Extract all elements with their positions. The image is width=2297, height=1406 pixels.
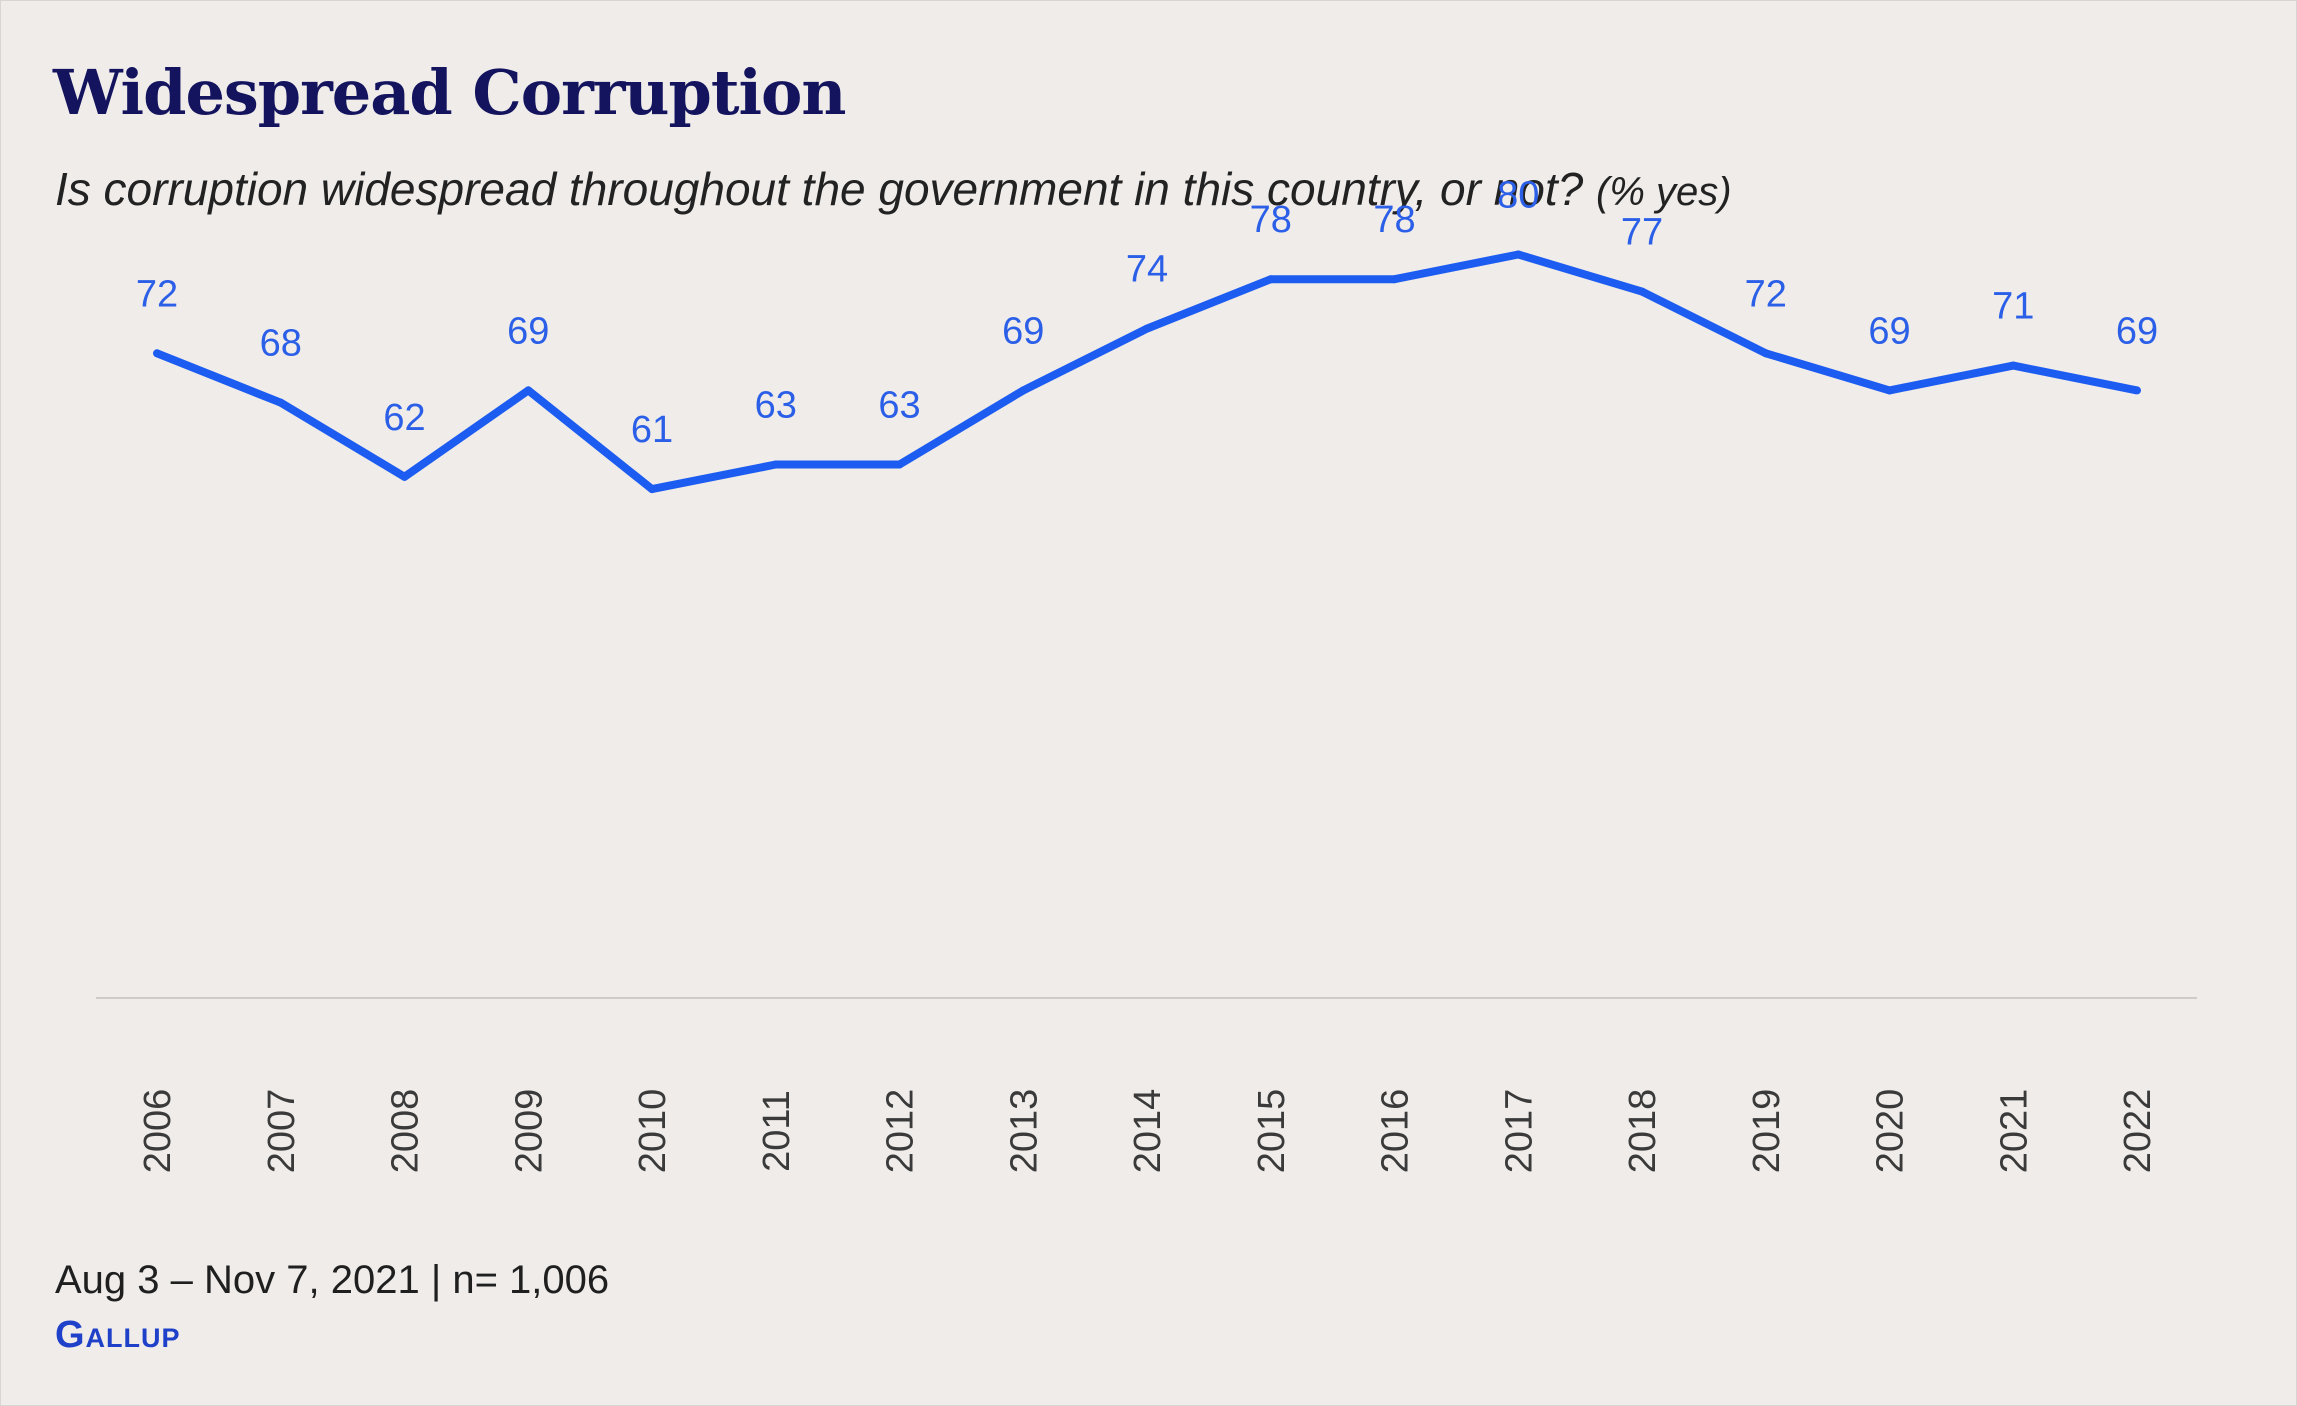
data-point-2010: [648, 485, 656, 494]
data-point-2007: [276, 398, 285, 407]
data-label-2007: 68: [260, 323, 302, 365]
data-point-2019: [1761, 349, 1770, 358]
data-point-2011: [771, 460, 780, 469]
x-tick-label-2022: 2022: [2117, 1089, 2159, 1174]
data-label-2019: 72: [1745, 273, 1787, 315]
x-tick-label-2012: 2012: [880, 1089, 922, 1174]
x-tick-label-2014: 2014: [1127, 1089, 1169, 1174]
data-point-2016: [1390, 275, 1399, 284]
data-label-2020: 69: [1868, 310, 1910, 352]
subtitle-question: Is corruption widespread throughout the …: [55, 163, 1584, 215]
data-label-2006: 72: [136, 273, 178, 315]
subtitle-unit: (% yes): [1596, 170, 1732, 214]
data-point-2009: [524, 386, 533, 395]
data-point-2013: [1019, 386, 1028, 395]
data-label-2010: 61: [631, 409, 673, 451]
data-label-2018: 77: [1621, 212, 1663, 254]
data-label-2014: 74: [1126, 249, 1168, 291]
data-label-2016: 78: [1373, 199, 1415, 241]
data-point-2017: [1514, 250, 1523, 259]
x-tick-label-2007: 2007: [261, 1089, 303, 1174]
data-point-2008: [400, 472, 409, 481]
data-point-2006: [153, 349, 161, 358]
chart-subtitle: Is corruption widespread throughout the …: [55, 162, 1732, 216]
x-tick-label-2009: 2009: [508, 1089, 550, 1174]
x-tick-label-2008: 2008: [385, 1089, 427, 1174]
x-tick-label-2017: 2017: [1498, 1089, 1540, 1174]
data-label-2015: 78: [1250, 199, 1292, 241]
gallup-logo: Gallup: [55, 1314, 181, 1356]
data-point-2015: [1266, 275, 1275, 284]
survey-note: Aug 3 – Nov 7, 2021 | n= 1,006: [55, 1258, 610, 1302]
data-label-2021: 71: [1992, 286, 2034, 328]
x-tick-label-2013: 2013: [1003, 1089, 1045, 1174]
x-tick-label-2018: 2018: [1622, 1089, 1664, 1174]
data-label-2022: 69: [2116, 310, 2158, 352]
data-label-2008: 62: [383, 397, 425, 439]
data-point-2018: [1638, 287, 1646, 296]
x-tick-label-2021: 2021: [1993, 1089, 2035, 1174]
data-label-2017: 80: [1497, 175, 1539, 217]
x-tick-label-2016: 2016: [1375, 1089, 1417, 1174]
data-label-2009: 69: [507, 310, 549, 352]
x-tick-label-2006: 2006: [137, 1089, 179, 1174]
chart-title: Widespread Corruption: [53, 56, 846, 129]
data-point-2014: [1143, 324, 1151, 333]
data-point-2022: [2133, 386, 2141, 395]
data-point-2012: [895, 460, 904, 469]
data-label-2012: 63: [878, 385, 920, 427]
x-tick-label-2019: 2019: [1746, 1089, 1788, 1174]
x-tick-label-2011: 2011: [756, 1090, 798, 1172]
x-tick-label-2020: 2020: [1870, 1089, 1912, 1174]
data-label-2011: 63: [755, 385, 797, 427]
data-point-2020: [1885, 386, 1894, 395]
data-label-2013: 69: [1002, 310, 1044, 352]
x-tick-label-2015: 2015: [1251, 1089, 1293, 1174]
x-tick-label-2010: 2010: [632, 1089, 674, 1174]
data-point-2021: [2009, 361, 2018, 370]
